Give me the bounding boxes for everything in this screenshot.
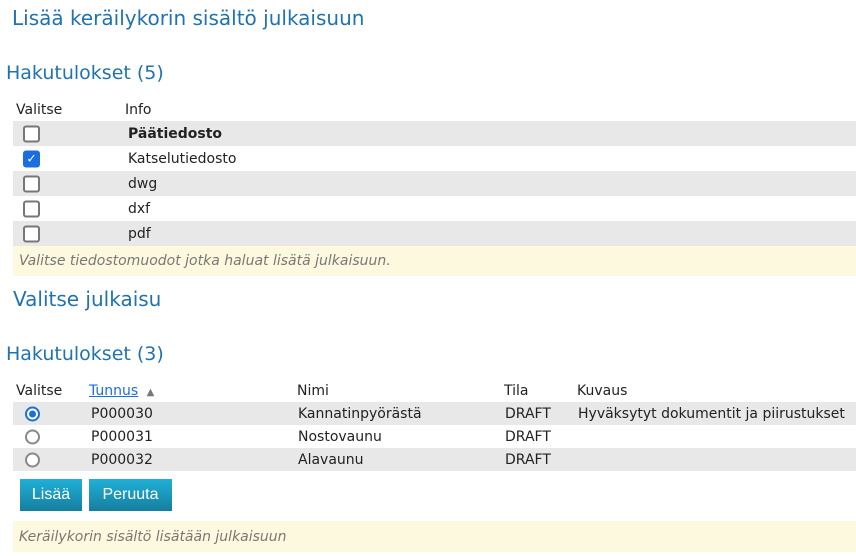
publication-id: P000032 (91, 451, 153, 468)
publication-row[interactable]: P000032 Alavaunu DRAFT (13, 448, 856, 471)
column-header-state: Tila (504, 383, 529, 399)
format-label: dxf (128, 200, 151, 217)
publication-description: Hyväksytyt dokumentit ja piirustukset (578, 405, 845, 422)
cancel-button[interactable]: Peruuta (89, 479, 172, 511)
format-checkbox[interactable]: ✓ (23, 150, 40, 167)
publication-state: DRAFT (505, 405, 551, 422)
publication-radio[interactable] (25, 452, 40, 467)
section-title-select-publication: Valitse julkaisu (13, 287, 162, 311)
format-checkbox[interactable] (23, 225, 40, 242)
publication-name: Alavaunu (298, 451, 364, 468)
publication-radio[interactable] (25, 406, 40, 421)
format-checkbox[interactable] (23, 200, 40, 217)
formats-note: Valitse tiedostomuodot jotka haluat lisä… (13, 246, 856, 276)
sort-id-link[interactable]: Tunnus (89, 383, 139, 399)
publication-name: Nostovaunu (298, 428, 382, 445)
format-label: Päätiedosto (128, 125, 223, 142)
format-row: Päätiedosto (13, 121, 856, 146)
format-checkbox[interactable] (23, 125, 40, 142)
formats-results-title: Hakutulokset (5) (6, 62, 164, 84)
publication-state: DRAFT (505, 428, 551, 445)
publication-radio[interactable] (25, 429, 40, 444)
format-checkbox[interactable] (23, 175, 40, 192)
format-label: pdf (128, 225, 151, 242)
column-header-id[interactable]: Tunnus ▲ (89, 383, 154, 399)
publication-note: Keräilykorin sisältö lisätään julkaisuun (13, 521, 856, 552)
publication-row[interactable]: P000030 Kannatinpyörästä DRAFT Hyväksyty… (13, 402, 856, 425)
page-title: Lisää keräilykorin sisältö julkaisuun (12, 6, 365, 30)
format-row: dxf (13, 196, 856, 221)
column-header-select: Valitse (16, 383, 63, 399)
publication-state: DRAFT (505, 451, 551, 468)
chevron-up-icon: ▲ (146, 387, 155, 398)
publication-id: P000031 (91, 428, 153, 445)
publication-row[interactable]: P000031 Nostovaunu DRAFT (13, 425, 856, 448)
format-row: ✓ Katselutiedosto (13, 146, 856, 171)
column-header-select: Valitse (16, 102, 63, 118)
column-header-info: Info (125, 102, 152, 118)
column-header-description: Kuvaus (577, 383, 628, 399)
format-row: dwg (13, 171, 856, 196)
publication-name: Kannatinpyörästä (298, 405, 422, 422)
format-row: pdf (13, 221, 856, 246)
format-label: dwg (128, 175, 158, 192)
column-header-name: Nimi (297, 383, 329, 399)
format-label: Katselutiedosto (128, 150, 237, 167)
publication-results-title: Hakutulokset (3) (6, 343, 164, 365)
publication-id: P000030 (91, 405, 153, 422)
add-button[interactable]: Lisää (20, 479, 82, 511)
